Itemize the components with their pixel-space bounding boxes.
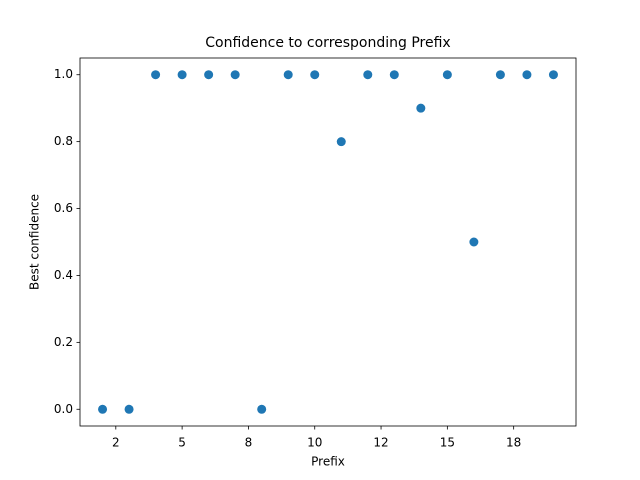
point [230,70,240,80]
point [151,70,161,80]
y-axis-label: Best confidence [28,194,42,290]
point [522,70,532,80]
x-tick-label: 15 [440,436,455,450]
point [469,237,479,247]
x-tick-label: 12 [373,436,388,450]
x-tick-label: 5 [178,436,186,450]
x-tick-label: 10 [307,436,322,450]
point [442,70,452,80]
point [204,70,214,80]
point [548,70,558,80]
point [177,70,187,80]
y-tick-label: 0.2 [54,335,73,349]
point [363,70,373,80]
point [416,103,426,113]
plot-frame [79,57,577,427]
y-tick-label: 0.0 [54,402,73,416]
point [257,404,267,414]
x-tick-label: 8 [245,436,253,450]
x-tick-label: 18 [506,436,521,450]
y-tick-label: 0.6 [54,201,73,215]
x-axis-label: Prefix [311,455,345,469]
y-tick-label: 1.0 [54,67,73,81]
point [389,70,399,80]
point [336,137,346,147]
y-tick-label: 0.8 [54,134,73,148]
point [495,70,505,80]
point [98,404,108,414]
point [310,70,320,80]
chart-title: Confidence to corresponding Prefix [205,35,450,51]
y-tick-label: 0.4 [54,268,73,282]
point [124,404,134,414]
point [283,70,293,80]
x-tick-label: 2 [112,436,120,450]
